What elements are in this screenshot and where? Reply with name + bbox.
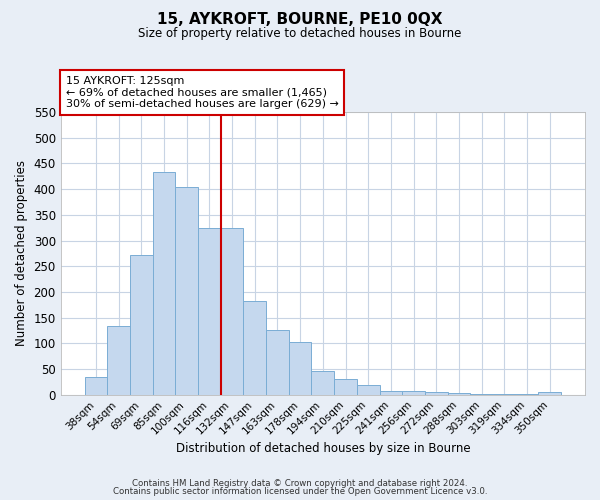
Bar	[538, 392, 561, 394]
Bar	[289, 342, 311, 394]
Bar	[130, 255, 152, 394]
Bar	[107, 326, 130, 394]
Bar	[357, 386, 380, 394]
Text: Contains public sector information licensed under the Open Government Licence v3: Contains public sector information licen…	[113, 487, 487, 496]
Bar	[85, 376, 107, 394]
Bar	[334, 380, 357, 394]
Y-axis label: Number of detached properties: Number of detached properties	[15, 160, 28, 346]
Bar	[198, 228, 221, 394]
Bar	[425, 392, 448, 394]
Text: 15 AYKROFT: 125sqm
← 69% of detached houses are smaller (1,465)
30% of semi-deta: 15 AYKROFT: 125sqm ← 69% of detached hou…	[66, 76, 339, 109]
Bar	[380, 390, 402, 394]
Bar	[266, 330, 289, 394]
Bar	[152, 172, 175, 394]
Text: Contains HM Land Registry data © Crown copyright and database right 2024.: Contains HM Land Registry data © Crown c…	[132, 478, 468, 488]
Text: 15, AYKROFT, BOURNE, PE10 0QX: 15, AYKROFT, BOURNE, PE10 0QX	[157, 12, 443, 28]
Bar	[402, 390, 425, 394]
X-axis label: Distribution of detached houses by size in Bourne: Distribution of detached houses by size …	[176, 442, 470, 455]
Bar	[221, 228, 244, 394]
Bar	[448, 393, 470, 394]
Bar	[244, 301, 266, 394]
Bar	[311, 371, 334, 394]
Text: Size of property relative to detached houses in Bourne: Size of property relative to detached ho…	[139, 28, 461, 40]
Bar	[175, 186, 198, 394]
